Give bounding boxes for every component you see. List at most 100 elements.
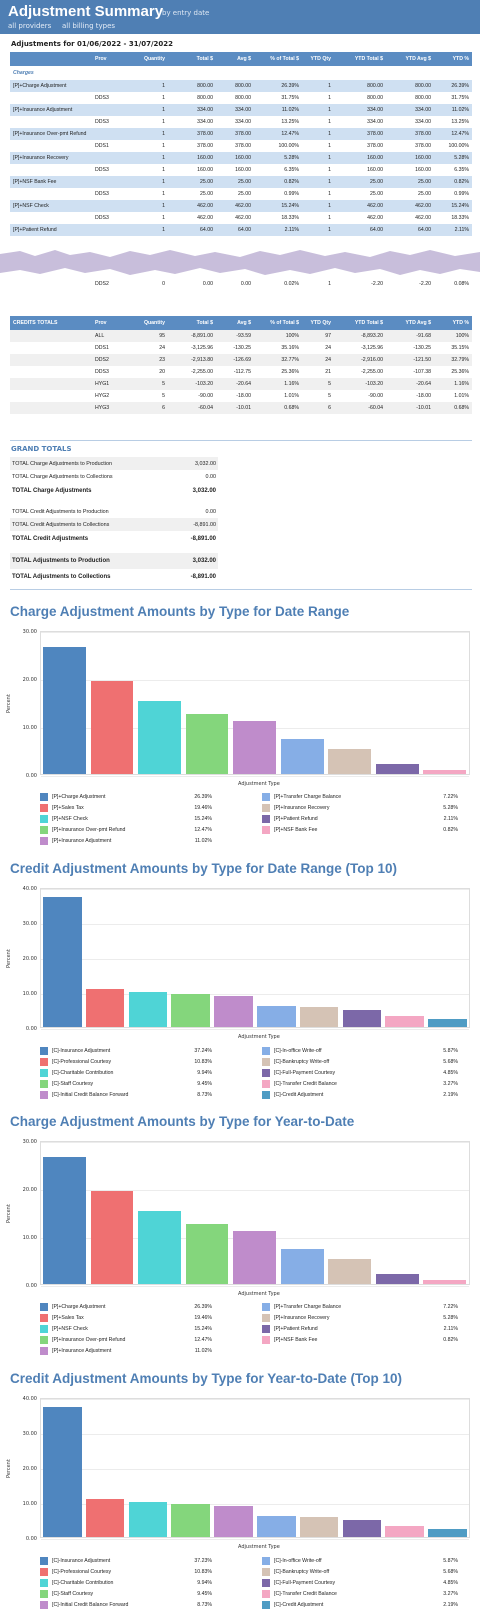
gridline [41, 1539, 469, 1540]
legend-label: [C]-Full-Payment Courtesy [274, 1070, 336, 1076]
adjustment-type-row[interactable]: [P]+Charge Adjustment 1 800.00 800.00 26.39%… [10, 80, 472, 92]
credits-totals-table: CREDITS TOTALS Prov Quantity Total $ Avg $% … [10, 316, 472, 414]
table-cell: 100% [434, 330, 472, 342]
table-cell: [P]+Charge Adjustment [10, 80, 92, 92]
table-cell: -90.00 [168, 390, 216, 402]
legend-swatch [262, 1325, 270, 1333]
legend-label: [P]+Patient Refund [274, 816, 318, 822]
table-cell: 1 [130, 188, 168, 200]
provider-row[interactable]: DDS3 1 334.00 334.00 13.25% 1 334.00 334.00 13.2… [10, 116, 472, 128]
bar-p-insurance-over-pmt-refund [185, 1224, 229, 1284]
legend-percent: 15.24% [194, 1326, 212, 1332]
legend-swatch [262, 815, 270, 823]
adjustment-type-row[interactable]: [P]+Insurance Recovery 1 160.00 160.00 5.28%… [10, 152, 472, 164]
provider-row[interactable]: DDS3 1 800.00 800.00 31.75% 1 800.00 800.00 31.7… [10, 92, 472, 104]
chart-title: Credit Adjustment Amounts by Type for Ye… [10, 1371, 403, 1386]
table-cell: 378.00 [168, 128, 216, 140]
table-cell: 378.00 [386, 140, 434, 152]
table-cell: -91.68 [386, 330, 434, 342]
table-cell: 160.00 [386, 152, 434, 164]
bar-c-staff-courtesy [171, 993, 210, 1027]
table-cell: -2,255.00 [168, 366, 216, 378]
legend-swatch [40, 1601, 48, 1609]
legend-swatch [262, 1568, 270, 1576]
table-cell: 25.00 [216, 176, 254, 188]
table-cell [10, 354, 92, 366]
provider-row[interactable]: DDS3 1 462.00 462.00 18.33% 1 462.00 462.00 18.3… [10, 212, 472, 224]
legend-item: [C]-Staff Courtesy 9.45% [40, 1590, 230, 1600]
table-cell: 1 [302, 224, 334, 236]
x-axis-label: Adjustment Type [238, 781, 280, 787]
table-cell: 6 [130, 402, 168, 414]
table-cell: DDS2 [92, 354, 130, 366]
provider-filter[interactable]: all providers [8, 22, 52, 30]
chart-title: Charge Adjustment Amounts by Type for Ye… [10, 1114, 355, 1129]
column-header: YTD % [434, 316, 472, 330]
table-cell: 1 [130, 164, 168, 176]
table-cell: 64.00 [334, 224, 386, 236]
total-row: TOTAL Adjustments to Production 3,032.00 [10, 553, 218, 569]
bar-p-patient-refund [375, 763, 419, 774]
adjustment-type-row[interactable]: [P]+NSF Check 1 462.00 462.00 15.24% 1 462.00 4… [10, 200, 472, 212]
legend-label: [P]+Patient Refund [274, 1326, 318, 1332]
legend-label: [P]+NSF Bank Fee [274, 827, 318, 833]
legend-percent: 12.47% [194, 1337, 212, 1343]
table-cell [10, 164, 92, 176]
legend-percent: 9.94% [197, 1070, 212, 1076]
table-cell: 1.01% [434, 390, 472, 402]
legend-swatch [40, 1347, 48, 1355]
gridline [41, 1399, 469, 1400]
table-cell: DDS2 [92, 278, 130, 290]
legend-item: [P]+Insurance Adjustment 11.02% [40, 837, 230, 847]
bar-c-professional-courtesy [85, 1499, 125, 1537]
table-cell: -121.50 [386, 354, 434, 366]
bar-p-nsf-check [138, 1210, 181, 1284]
provider-row[interactable]: DDS3 1 25.00 25.00 0.99% 1 25.00 25.00 0.99% [10, 188, 472, 200]
provider-row[interactable]: DDS1 1 378.00 378.00 100.00% 1 378.00 378.00 100… [10, 140, 472, 152]
table-cell: 25.00 [334, 188, 386, 200]
legend-label: [C]-Credit Adjustment [274, 1602, 324, 1608]
legend-label: [P]+NSF Check [52, 1326, 88, 1332]
total-value: -8,891.00 [190, 536, 216, 542]
adjustment-type-row[interactable]: [P]+Insurance Over-pmt Refund 1 378.00 378.… [10, 128, 472, 140]
table-cell: 15.24% [434, 200, 472, 212]
table-cell: 0.82% [434, 176, 472, 188]
x-axis-label: Adjustment Type [238, 1544, 280, 1550]
total-label [10, 499, 160, 505]
table-cell: 1 [302, 164, 334, 176]
legend-item: [P]+Transfer Charge Balance 7.22% [262, 793, 458, 803]
legend-swatch [40, 1091, 48, 1099]
adjustment-type-row[interactable]: [P]+NSF Bank Fee 1 25.00 25.00 0.82% 1 25.00 25… [10, 176, 472, 188]
legend-swatch [262, 804, 270, 812]
column-header: Avg $ [216, 52, 254, 66]
legend-item: [C]-Credit Adjustment 2.19% [262, 1091, 458, 1101]
legend-label: [C]-Full-Payment Courtesy [274, 1580, 336, 1586]
adjustment-type-row[interactable]: [P]+Patient Refund 1 64.00 64.00 2.11% 1 64.00… [10, 224, 472, 236]
legend-swatch [40, 1590, 48, 1598]
provider-row[interactable]: DDS3 1 160.00 160.00 6.35% 1 160.00 160.00 6.35% [10, 164, 472, 176]
table-cell: 24 [130, 342, 168, 354]
bar-p-transfer-charge-balance [280, 1249, 324, 1284]
table-cell: 1 [302, 200, 334, 212]
adjustment-type-row[interactable]: [P]+Insurance Adjustment 1 334.00 334.00 11.… [10, 104, 472, 116]
table-cell: 1 [302, 80, 334, 92]
y-tick-label: 0.00 [25, 1283, 37, 1289]
table-cell: 1 [302, 278, 334, 290]
legend-percent: 4.85% [443, 1070, 458, 1076]
charges-table: Prov Quantity Total $ Avg $% of Total $ YTD … [10, 52, 472, 236]
legend-swatch [262, 1058, 270, 1066]
billing-type-filter[interactable]: all billing types [62, 22, 116, 30]
legend-label: [C]-Transfer Credit Balance [274, 1081, 337, 1087]
table-cell [10, 342, 92, 354]
divider [10, 589, 472, 590]
legend-percent: 26.39% [194, 794, 212, 800]
table-cell [10, 278, 92, 290]
legend-label: [C]-Insurance Adjustment [52, 1048, 111, 1054]
legend-label: [P]+NSF Check [52, 816, 88, 822]
table-cell: 378.00 [334, 140, 386, 152]
table-cell: 0.00 [168, 278, 216, 290]
table-cell [92, 104, 130, 116]
legend-swatch [40, 1579, 48, 1587]
table-cell: 12.47% [254, 128, 302, 140]
column-header: Quantity [130, 52, 168, 66]
